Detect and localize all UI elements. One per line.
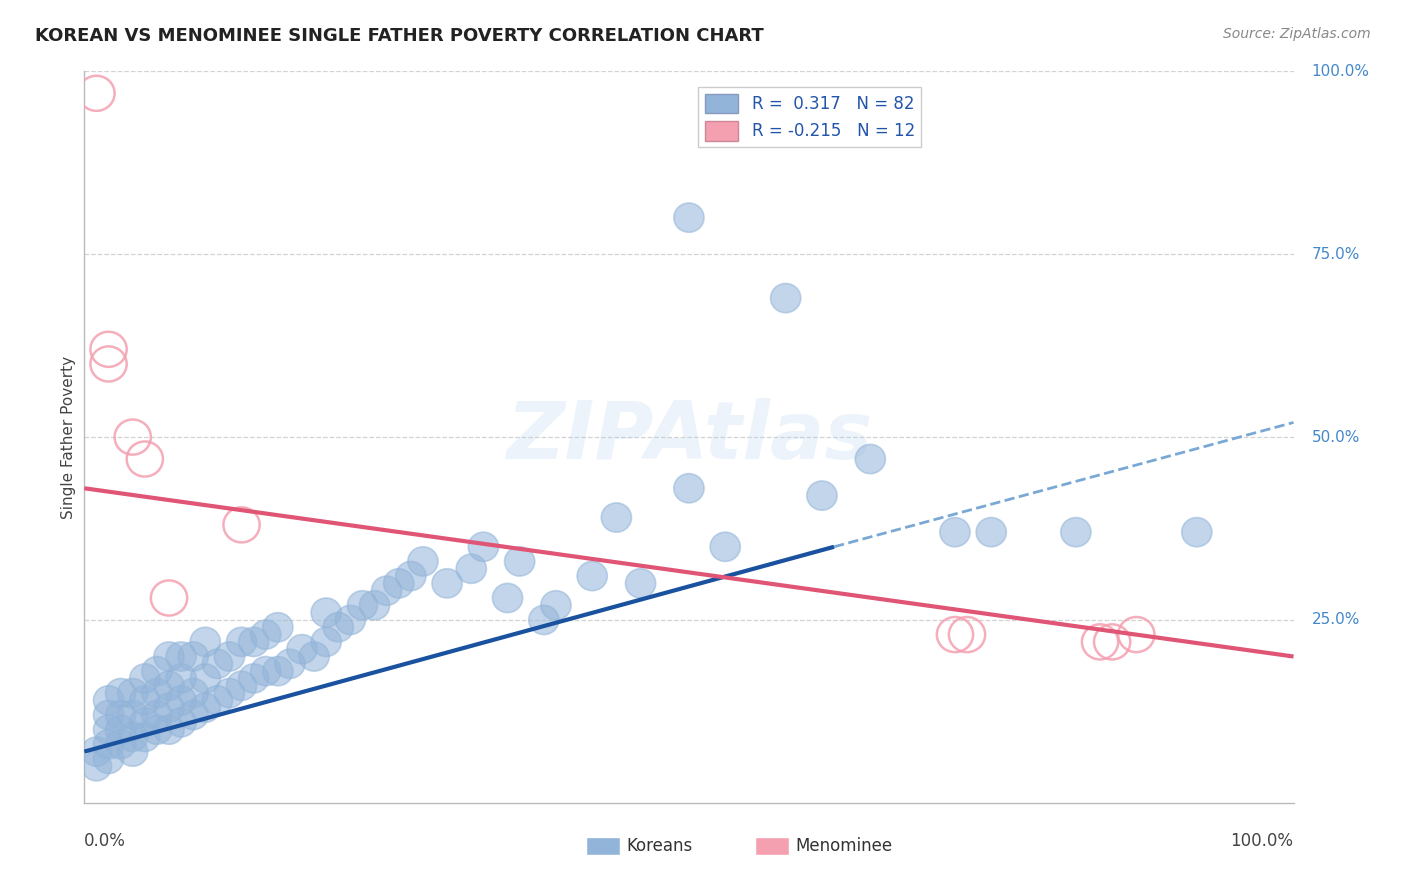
Ellipse shape: [939, 517, 970, 547]
Ellipse shape: [250, 620, 281, 649]
Ellipse shape: [976, 517, 1007, 547]
Ellipse shape: [226, 627, 257, 657]
Ellipse shape: [456, 554, 486, 583]
Ellipse shape: [129, 686, 160, 715]
Ellipse shape: [93, 700, 124, 730]
FancyBboxPatch shape: [755, 838, 789, 855]
Ellipse shape: [118, 700, 148, 730]
Ellipse shape: [153, 715, 184, 744]
Text: Menominee: Menominee: [796, 837, 893, 855]
Ellipse shape: [105, 730, 136, 759]
Ellipse shape: [93, 744, 124, 773]
Ellipse shape: [408, 547, 439, 576]
Y-axis label: Single Father Poverty: Single Father Poverty: [60, 356, 76, 518]
Ellipse shape: [335, 606, 366, 634]
Ellipse shape: [129, 707, 160, 737]
Ellipse shape: [118, 679, 148, 707]
Ellipse shape: [250, 657, 281, 686]
Text: 100.0%: 100.0%: [1312, 64, 1369, 78]
Ellipse shape: [807, 481, 837, 510]
Ellipse shape: [323, 613, 353, 642]
Ellipse shape: [311, 598, 342, 627]
Ellipse shape: [105, 700, 136, 730]
Ellipse shape: [190, 627, 221, 657]
Ellipse shape: [179, 679, 208, 707]
Ellipse shape: [1181, 517, 1212, 547]
Ellipse shape: [93, 730, 124, 759]
Text: KOREAN VS MENOMINEE SINGLE FATHER POVERTY CORRELATION CHART: KOREAN VS MENOMINEE SINGLE FATHER POVERT…: [35, 27, 763, 45]
Ellipse shape: [179, 642, 208, 671]
Ellipse shape: [82, 752, 111, 780]
Ellipse shape: [602, 503, 631, 533]
Ellipse shape: [274, 649, 305, 679]
Ellipse shape: [360, 591, 389, 620]
Ellipse shape: [82, 737, 111, 766]
Ellipse shape: [855, 444, 886, 474]
Ellipse shape: [492, 583, 523, 613]
Text: Koreans: Koreans: [626, 837, 692, 855]
Ellipse shape: [239, 664, 269, 693]
Text: 100.0%: 100.0%: [1230, 832, 1294, 850]
Ellipse shape: [153, 642, 184, 671]
Ellipse shape: [263, 613, 292, 642]
Ellipse shape: [142, 657, 172, 686]
Text: 25.0%: 25.0%: [1312, 613, 1360, 627]
Ellipse shape: [105, 715, 136, 744]
Ellipse shape: [153, 671, 184, 700]
Ellipse shape: [93, 686, 124, 715]
Ellipse shape: [395, 561, 426, 591]
Ellipse shape: [576, 561, 607, 591]
Text: 0.0%: 0.0%: [84, 832, 127, 850]
Ellipse shape: [541, 591, 571, 620]
Ellipse shape: [214, 642, 245, 671]
Ellipse shape: [371, 576, 402, 606]
Ellipse shape: [384, 569, 413, 598]
Ellipse shape: [93, 715, 124, 744]
Ellipse shape: [166, 707, 197, 737]
Ellipse shape: [142, 700, 172, 730]
Ellipse shape: [239, 627, 269, 657]
Ellipse shape: [263, 657, 292, 686]
Ellipse shape: [153, 693, 184, 723]
Ellipse shape: [710, 533, 741, 561]
Ellipse shape: [202, 686, 232, 715]
Ellipse shape: [299, 642, 329, 671]
Ellipse shape: [347, 591, 378, 620]
Ellipse shape: [129, 664, 160, 693]
Ellipse shape: [1060, 517, 1091, 547]
Ellipse shape: [214, 679, 245, 707]
Ellipse shape: [202, 649, 232, 679]
Ellipse shape: [626, 569, 655, 598]
Ellipse shape: [190, 664, 221, 693]
Ellipse shape: [226, 671, 257, 700]
Ellipse shape: [311, 627, 342, 657]
Ellipse shape: [129, 723, 160, 752]
Ellipse shape: [190, 693, 221, 723]
Ellipse shape: [468, 533, 499, 561]
Ellipse shape: [118, 723, 148, 752]
Text: 50.0%: 50.0%: [1312, 430, 1360, 444]
Ellipse shape: [105, 679, 136, 707]
Ellipse shape: [166, 664, 197, 693]
Ellipse shape: [432, 569, 463, 598]
Ellipse shape: [529, 606, 560, 634]
Ellipse shape: [166, 642, 197, 671]
Ellipse shape: [287, 634, 318, 664]
Text: ZIPAtlas: ZIPAtlas: [506, 398, 872, 476]
Ellipse shape: [142, 715, 172, 744]
Ellipse shape: [179, 700, 208, 730]
Ellipse shape: [505, 547, 534, 576]
Ellipse shape: [770, 284, 801, 313]
Ellipse shape: [118, 737, 148, 766]
Ellipse shape: [142, 679, 172, 707]
Text: Source: ZipAtlas.com: Source: ZipAtlas.com: [1223, 27, 1371, 41]
FancyBboxPatch shape: [586, 838, 620, 855]
Text: 75.0%: 75.0%: [1312, 247, 1360, 261]
Ellipse shape: [673, 203, 704, 232]
Legend: R =  0.317   N = 82, R = -0.215   N = 12: R = 0.317 N = 82, R = -0.215 N = 12: [699, 87, 921, 147]
Ellipse shape: [166, 686, 197, 715]
Ellipse shape: [673, 474, 704, 503]
